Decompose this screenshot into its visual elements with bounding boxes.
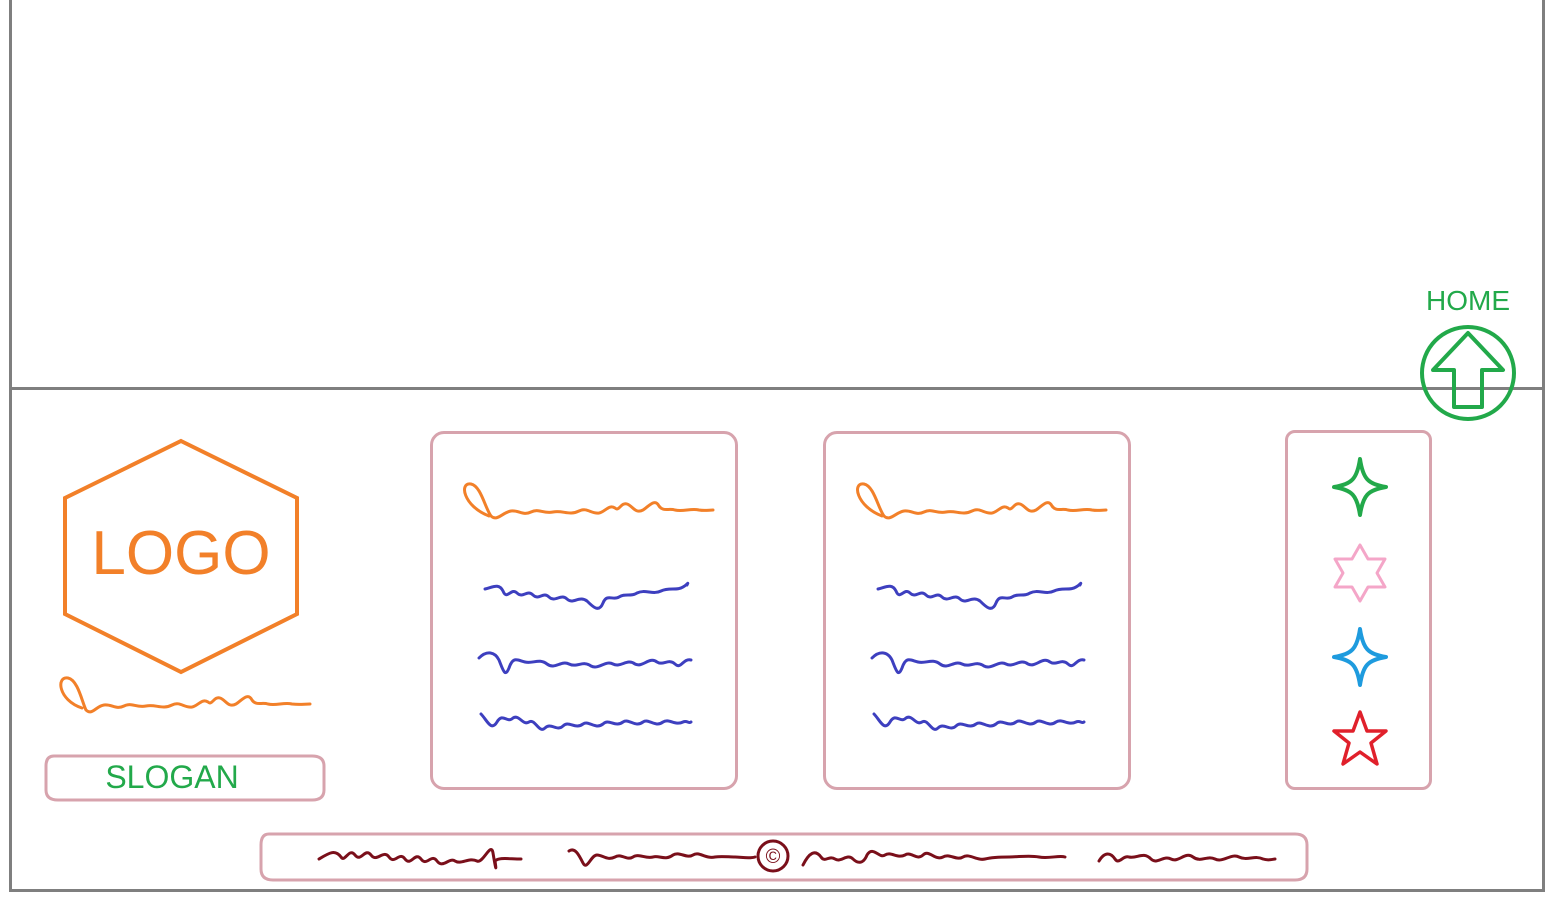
footer-divider [9, 387, 1542, 390]
column-link-placeholder[interactable] [872, 706, 1088, 746]
four-point-star-icon [1332, 627, 1388, 687]
slogan-text: SLOGAN [105, 759, 239, 795]
page-frame [9, 0, 1545, 892]
copyright-text-placeholder: © [317, 839, 1277, 873]
column-link-placeholder[interactable] [876, 579, 1086, 619]
back-to-top-button[interactable] [1418, 323, 1518, 423]
social-link-3[interactable] [1328, 625, 1392, 689]
slogan-pill-outline [44, 754, 326, 802]
column-link-placeholder[interactable] [483, 579, 693, 619]
up-arrow-icon [1420, 325, 1516, 421]
social-link-1[interactable] [1328, 455, 1392, 519]
column-heading-placeholder [463, 482, 715, 520]
social-links-box [1285, 430, 1432, 790]
footer-links-column-2 [823, 431, 1131, 790]
logo-text: LOGO [91, 519, 271, 588]
four-point-star-icon [1332, 457, 1388, 517]
six-point-star-icon [1333, 543, 1387, 603]
copyright-pill-outline [259, 832, 1309, 882]
social-link-2[interactable] [1328, 541, 1392, 605]
column-link-placeholder[interactable] [870, 644, 1090, 684]
logo[interactable]: LOGO [60, 438, 302, 676]
column-link-placeholder[interactable] [479, 706, 695, 746]
five-point-star-icon [1332, 710, 1388, 766]
home-label: HOME [1426, 285, 1510, 316]
hexagon-logo-shape [63, 438, 299, 675]
social-link-4[interactable] [1328, 707, 1392, 771]
copyright-bar: © [259, 831, 1309, 883]
copyright-symbol: © [766, 846, 781, 868]
column-heading-placeholder [856, 482, 1108, 520]
footer-links-column-1 [430, 431, 738, 790]
column-link-placeholder[interactable] [477, 644, 697, 684]
slogan-box: SLOGAN [44, 752, 326, 802]
company-name-placeholder [59, 676, 312, 714]
